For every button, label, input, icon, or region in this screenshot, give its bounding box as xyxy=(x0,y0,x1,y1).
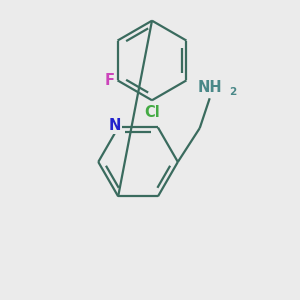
Text: 2: 2 xyxy=(229,88,236,98)
Text: F: F xyxy=(104,73,114,88)
Text: N: N xyxy=(109,118,121,133)
Text: NH: NH xyxy=(197,80,222,95)
Text: Cl: Cl xyxy=(144,105,160,120)
